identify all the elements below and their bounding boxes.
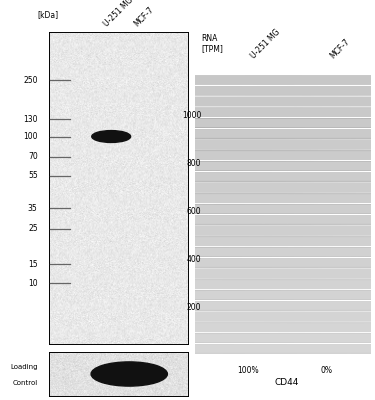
FancyBboxPatch shape bbox=[84, 76, 375, 84]
Text: 100: 100 bbox=[23, 132, 38, 141]
FancyBboxPatch shape bbox=[162, 323, 375, 331]
FancyBboxPatch shape bbox=[84, 130, 375, 138]
FancyBboxPatch shape bbox=[84, 302, 375, 310]
FancyBboxPatch shape bbox=[84, 291, 375, 299]
Text: U-251 MG: U-251 MG bbox=[249, 28, 282, 61]
Text: U-251 MG: U-251 MG bbox=[102, 0, 135, 29]
Text: 25: 25 bbox=[28, 224, 38, 233]
FancyBboxPatch shape bbox=[162, 334, 375, 342]
FancyBboxPatch shape bbox=[84, 173, 375, 181]
FancyBboxPatch shape bbox=[84, 98, 375, 106]
Text: Loading: Loading bbox=[10, 364, 38, 370]
FancyBboxPatch shape bbox=[84, 184, 375, 192]
FancyBboxPatch shape bbox=[162, 345, 375, 353]
FancyBboxPatch shape bbox=[162, 76, 375, 84]
Text: 600: 600 bbox=[187, 208, 201, 216]
FancyBboxPatch shape bbox=[162, 205, 375, 213]
FancyBboxPatch shape bbox=[84, 216, 375, 224]
Text: 250: 250 bbox=[23, 76, 38, 85]
FancyBboxPatch shape bbox=[162, 130, 375, 138]
FancyBboxPatch shape bbox=[84, 108, 375, 116]
FancyBboxPatch shape bbox=[84, 280, 375, 288]
FancyBboxPatch shape bbox=[162, 162, 375, 170]
Text: [kDa]: [kDa] bbox=[38, 10, 59, 20]
FancyBboxPatch shape bbox=[162, 280, 375, 288]
FancyBboxPatch shape bbox=[84, 259, 375, 267]
FancyBboxPatch shape bbox=[84, 87, 375, 95]
Text: CD44: CD44 bbox=[275, 378, 299, 386]
FancyBboxPatch shape bbox=[84, 151, 375, 159]
FancyBboxPatch shape bbox=[162, 248, 375, 256]
Ellipse shape bbox=[92, 130, 130, 142]
FancyBboxPatch shape bbox=[84, 345, 375, 353]
Text: MCF-7: MCF-7 bbox=[133, 6, 156, 29]
FancyBboxPatch shape bbox=[84, 312, 375, 321]
Text: 1000: 1000 bbox=[182, 112, 201, 120]
Text: MCF-7: MCF-7 bbox=[328, 38, 351, 61]
Text: 10: 10 bbox=[28, 279, 38, 288]
FancyBboxPatch shape bbox=[84, 194, 375, 202]
FancyBboxPatch shape bbox=[84, 248, 375, 256]
FancyBboxPatch shape bbox=[162, 226, 375, 235]
Text: 35: 35 bbox=[28, 204, 38, 213]
FancyBboxPatch shape bbox=[84, 323, 375, 331]
Text: 70: 70 bbox=[28, 152, 38, 161]
FancyBboxPatch shape bbox=[84, 334, 375, 342]
Text: 400: 400 bbox=[187, 256, 201, 264]
FancyBboxPatch shape bbox=[84, 270, 375, 278]
Text: 0%: 0% bbox=[320, 366, 332, 374]
FancyBboxPatch shape bbox=[162, 270, 375, 278]
FancyBboxPatch shape bbox=[84, 226, 375, 235]
FancyBboxPatch shape bbox=[162, 184, 375, 192]
FancyBboxPatch shape bbox=[162, 312, 375, 321]
FancyBboxPatch shape bbox=[162, 194, 375, 202]
FancyBboxPatch shape bbox=[84, 237, 375, 245]
FancyBboxPatch shape bbox=[162, 173, 375, 181]
FancyBboxPatch shape bbox=[162, 140, 375, 148]
FancyBboxPatch shape bbox=[162, 216, 375, 224]
FancyBboxPatch shape bbox=[162, 151, 375, 159]
FancyBboxPatch shape bbox=[162, 291, 375, 299]
Text: High: High bbox=[93, 363, 110, 372]
FancyBboxPatch shape bbox=[84, 162, 375, 170]
Text: 800: 800 bbox=[187, 160, 201, 168]
Text: 200: 200 bbox=[187, 304, 201, 312]
FancyBboxPatch shape bbox=[162, 108, 375, 116]
Text: 100%: 100% bbox=[237, 366, 259, 374]
FancyBboxPatch shape bbox=[162, 237, 375, 245]
FancyBboxPatch shape bbox=[162, 119, 375, 127]
FancyBboxPatch shape bbox=[84, 140, 375, 148]
Text: 55: 55 bbox=[28, 171, 38, 180]
Ellipse shape bbox=[91, 362, 167, 386]
Text: Control: Control bbox=[12, 380, 38, 386]
FancyBboxPatch shape bbox=[84, 205, 375, 213]
Text: Low: Low bbox=[127, 363, 142, 372]
Text: RNA
[TPM]: RNA [TPM] bbox=[201, 34, 223, 54]
Text: 130: 130 bbox=[23, 115, 38, 124]
FancyBboxPatch shape bbox=[84, 119, 375, 127]
FancyBboxPatch shape bbox=[162, 259, 375, 267]
FancyBboxPatch shape bbox=[162, 302, 375, 310]
FancyBboxPatch shape bbox=[162, 98, 375, 106]
FancyBboxPatch shape bbox=[162, 87, 375, 95]
Text: 15: 15 bbox=[28, 260, 38, 269]
